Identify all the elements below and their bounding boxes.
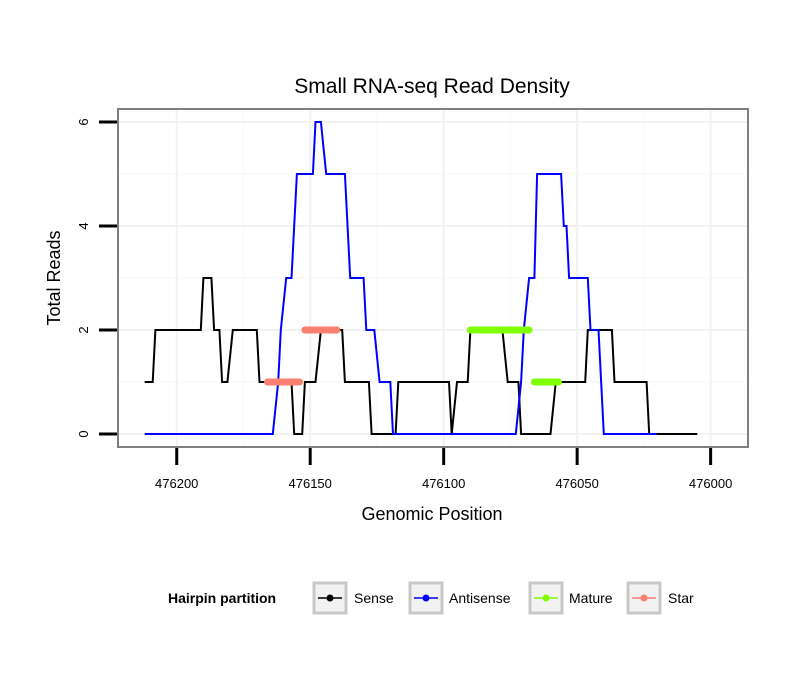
grid <box>118 109 748 447</box>
legend-dot-mature <box>542 594 550 602</box>
x-axis-label: Genomic Position <box>361 504 502 524</box>
legend-label-star: Star <box>668 590 694 606</box>
legend: Hairpin partition Sense Antisense Mature St… <box>168 581 694 615</box>
legend-label-antisense: Antisense <box>449 590 511 606</box>
legend-title: Hairpin partition <box>168 590 276 606</box>
x-tick-label: 476150 <box>289 476 332 491</box>
y-axis: 0 2 4 6 <box>76 118 117 438</box>
legend-label-mature: Mature <box>569 590 613 606</box>
y-axis-label: Total Reads <box>44 230 64 325</box>
y-tick-label: 0 <box>76 430 91 437</box>
x-tick-label: 476200 <box>155 476 198 491</box>
x-tick-label: 476050 <box>555 476 598 491</box>
legend-label-sense: Sense <box>354 590 394 606</box>
x-tick-label: 476000 <box>689 476 732 491</box>
series-layer <box>144 121 698 435</box>
series-line-antisense <box>144 121 658 435</box>
panel-border <box>117 108 749 448</box>
y-tick-label: 4 <box>76 222 91 229</box>
y-tick-label: 6 <box>76 118 91 125</box>
legend-dot-star <box>640 594 648 602</box>
y-tick-label: 2 <box>76 326 91 333</box>
series-line-sense <box>144 277 698 435</box>
x-tick-label: 476100 <box>422 476 465 491</box>
x-axis: 476200 476150 476100 476050 476000 <box>155 448 732 491</box>
chart-title: Small RNA-seq Read Density <box>294 75 570 98</box>
legend-dot-sense <box>326 594 334 602</box>
legend-dot-antisense <box>422 594 430 602</box>
